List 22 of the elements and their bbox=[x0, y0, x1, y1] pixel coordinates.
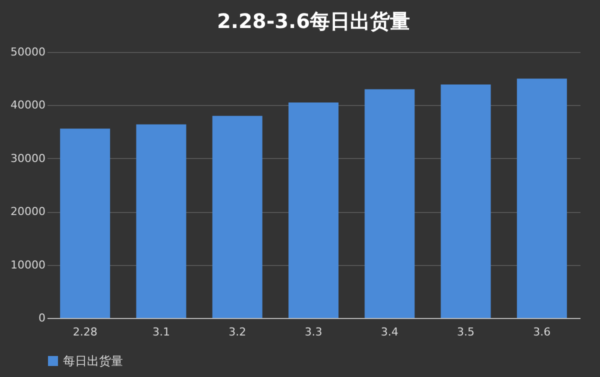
bar bbox=[440, 84, 491, 318]
y-tick-label: 10000 bbox=[10, 258, 46, 272]
bar bbox=[60, 128, 110, 318]
y-tick-label: 50000 bbox=[10, 46, 46, 58]
chart-title: 2.28-3.6每日出货量 bbox=[216, 9, 410, 33]
bar bbox=[136, 124, 186, 318]
legend-label: 每日出货量 bbox=[63, 354, 123, 368]
x-tick-label: 3.3 bbox=[304, 326, 322, 338]
y-tick-label: 40000 bbox=[10, 98, 46, 112]
x-tick-label: 3.4 bbox=[380, 326, 398, 338]
x-tick-label: 3.1 bbox=[152, 326, 170, 338]
y-tick-label: 0 bbox=[38, 312, 46, 324]
bar bbox=[212, 116, 262, 318]
x-tick-label: 3.6 bbox=[533, 326, 551, 338]
x-tick-label: 3.5 bbox=[457, 326, 475, 338]
x-tick-label: 3.2 bbox=[228, 326, 246, 338]
bar bbox=[288, 102, 338, 318]
bar bbox=[364, 89, 415, 318]
x-tick-label: 2.28 bbox=[72, 326, 98, 338]
y-tick-label: 20000 bbox=[10, 205, 46, 218]
y-tick-label: 30000 bbox=[10, 152, 46, 165]
bar bbox=[516, 78, 567, 318]
